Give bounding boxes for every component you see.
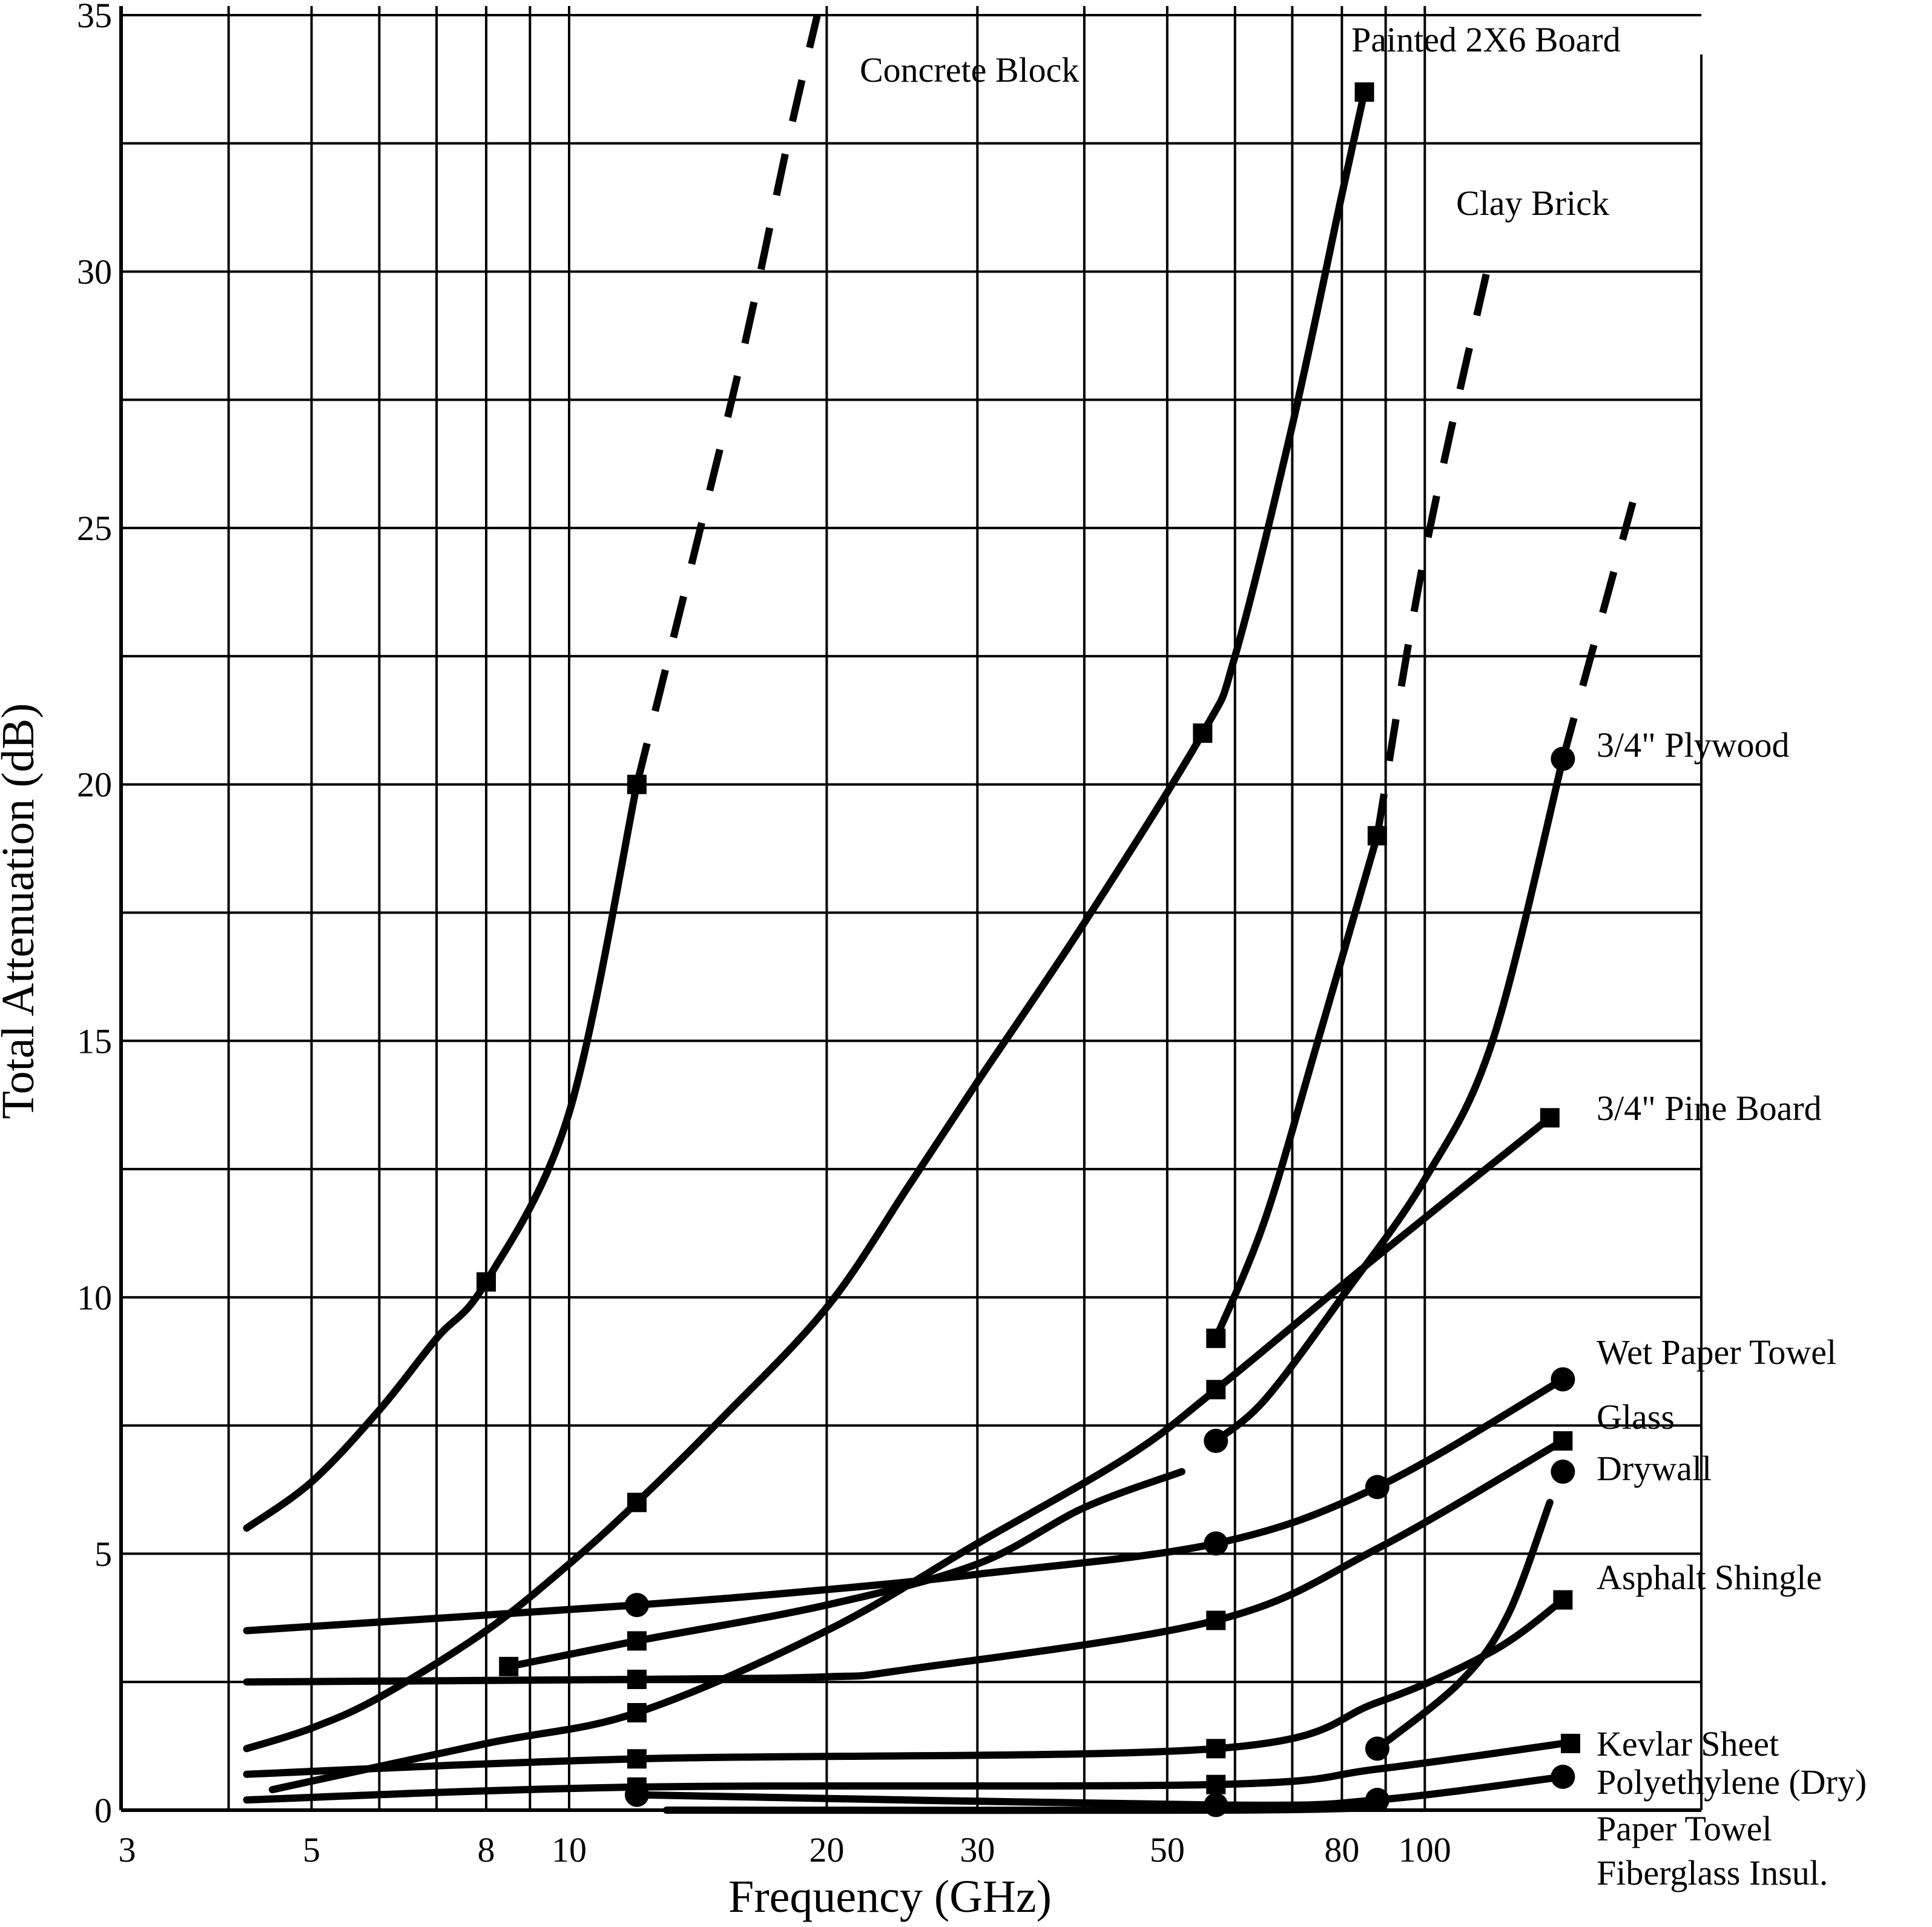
- marker-polyethylene-dry: [1551, 1764, 1575, 1789]
- series-label-concrete-block: Concrete Block: [860, 50, 1079, 90]
- series-label-fiberglass-insul: Fiberglass Insul.: [1597, 1853, 1828, 1892]
- series-label-asphalt-shingle: Asphalt Shingle: [1597, 1558, 1822, 1597]
- series-label-polyethylene-dry: Polyethylene (Dry): [1597, 1762, 1867, 1802]
- marker-clay-brick: [1206, 1328, 1226, 1348]
- series-line-drywall: [243, 1437, 1567, 1686]
- marker-wet-paper-towel: [1551, 1367, 1575, 1392]
- y-tick-label: 25: [77, 509, 112, 548]
- series-label-kevlar-sheet: Kevlar Sheet: [1597, 1724, 1779, 1764]
- x-tick-label: 80: [1324, 1830, 1359, 1869]
- series-label-3-4-plywood: 3/4" Plywood: [1597, 725, 1790, 765]
- marker-kevlar-sheet: [1206, 1774, 1226, 1794]
- marker-glass: [627, 1631, 647, 1651]
- grid-lines: [119, 6, 1703, 1812]
- x-tick-label: 30: [960, 1830, 995, 1869]
- series-line-clay-brick: [1212, 832, 1381, 1342]
- series-line-polyethylene-dry: [633, 1773, 1567, 1809]
- series-markers: [476, 82, 1580, 1817]
- x-tick-label: 3: [119, 1830, 136, 1869]
- x-tick-label: 10: [552, 1830, 587, 1869]
- marker-wet-paper-towel: [624, 1593, 649, 1618]
- series-label-drywall: Drywall: [1597, 1449, 1712, 1488]
- y-tick-label: 20: [77, 765, 112, 805]
- marker-painted-2x6-board: [627, 1492, 647, 1512]
- series-line-3-4-pine-board: [268, 1114, 1554, 1794]
- y-axis-title: Total Attenuation (dB): [0, 703, 44, 1119]
- marker-asphalt-shingle: [1206, 1739, 1226, 1759]
- series-line-glass: [505, 1467, 1185, 1670]
- series-line-concrete-block: [243, 780, 641, 1532]
- marker-painted-2x6-board: [1354, 82, 1374, 102]
- x-tick-label: 100: [1399, 1830, 1451, 1869]
- marker-asphalt-shingle: [1553, 1590, 1573, 1610]
- series-curves: [243, 14, 1637, 1814]
- series-line-kevlar-sheet: [243, 1739, 1567, 1804]
- marker-polyethylene-dry: [624, 1782, 649, 1807]
- y-tick-label: 30: [77, 252, 112, 292]
- x-axis-title: Frequency (GHz): [728, 1871, 1052, 1922]
- marker-3-4-pine-board: [1206, 1380, 1226, 1400]
- series-line-dashed-3-4-plywood: [1559, 501, 1637, 760]
- y-tick-label: 10: [77, 1278, 112, 1317]
- marker-glass: [499, 1656, 519, 1676]
- marker-polyethylene-dry: [1204, 1793, 1228, 1817]
- series-label-glass: Glass: [1597, 1397, 1675, 1437]
- marker-polyethylene-dry: [1365, 1788, 1390, 1813]
- marker-asphalt-shingle: [627, 1749, 647, 1769]
- series-line-paper-towel: [663, 1803, 1381, 1814]
- series-line-dashed-concrete-block: [633, 14, 821, 786]
- x-tick-label: 8: [478, 1830, 495, 1869]
- series-label-3-4-pine-board: 3/4" Pine Board: [1597, 1089, 1822, 1128]
- marker-kevlar-sheet: [1560, 1733, 1580, 1753]
- series-line-wet-paper-towel: [243, 1375, 1567, 1635]
- series-label-painted-2x6-board: Painted 2X6 Board: [1351, 20, 1621, 59]
- series-line-dashed-clay-brick: [1373, 245, 1497, 837]
- marker-concrete-block: [476, 1272, 496, 1292]
- y-tick-label: 0: [94, 1791, 112, 1830]
- y-tick-label: 35: [77, 0, 112, 35]
- y-tick-label: 5: [94, 1534, 112, 1573]
- series-labels: Concrete Block Painted 2X6 Board Clay Bric…: [860, 20, 1867, 1892]
- series-label-clay-brick: Clay Brick: [1456, 183, 1609, 223]
- marker-3-4-plywood: [1551, 746, 1575, 771]
- marker-clay-brick: [1367, 826, 1387, 846]
- series-line-asphalt-shingle: [243, 1596, 1567, 1778]
- marker-drywall: [1553, 1431, 1573, 1451]
- series-label-paper-towel: Paper Towel: [1597, 1809, 1772, 1848]
- marker-concrete-block: [627, 774, 647, 794]
- marker-3-4-pine-board: [627, 1703, 647, 1723]
- marker-fiberglass-insul: [1551, 1459, 1575, 1484]
- marker-painted-2x6-board: [1193, 723, 1213, 743]
- marker-drywall: [1206, 1610, 1226, 1630]
- marker-3-4-pine-board: [1540, 1108, 1560, 1128]
- y-tick-label: 15: [77, 1021, 112, 1061]
- marker-drywall: [627, 1669, 647, 1689]
- marker-3-4-plywood: [1204, 1429, 1228, 1454]
- marker-wet-paper-towel: [1204, 1531, 1228, 1556]
- series-line-3-4-plywood: [1212, 755, 1567, 1445]
- x-tick-label: 50: [1150, 1830, 1185, 1869]
- series-line-painted-2x6-board: [243, 88, 1368, 1753]
- x-tick-label: 20: [809, 1830, 844, 1869]
- marker-fiberglass-insul: [1365, 1736, 1390, 1761]
- series-line-fiberglass-insul: [1373, 1498, 1554, 1753]
- x-tick-label: 5: [303, 1830, 320, 1869]
- marker-wet-paper-towel: [1365, 1475, 1390, 1500]
- series-label-wet-paper-towel: Wet Paper Towel: [1597, 1332, 1836, 1372]
